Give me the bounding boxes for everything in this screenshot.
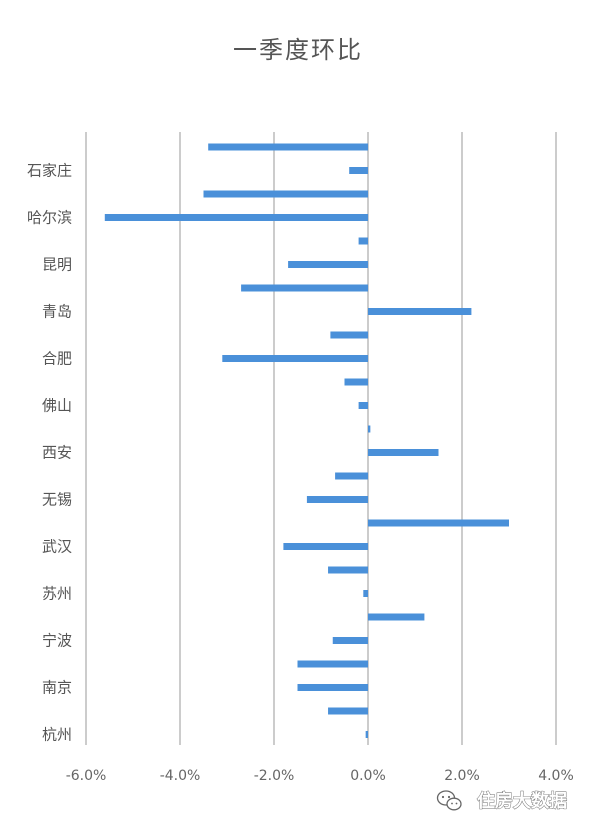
bar xyxy=(208,143,368,151)
bar xyxy=(344,378,368,386)
category-label: 石家庄 xyxy=(27,162,72,180)
x-tick-labels: -6.0% -4.0% -2.0% 0.0% 2.0% 4.0% xyxy=(66,768,574,784)
bar xyxy=(283,543,368,550)
x-tick-label: 2.0% xyxy=(444,768,480,784)
bar xyxy=(368,613,425,621)
bar xyxy=(288,261,368,268)
bar xyxy=(368,425,371,433)
bar xyxy=(368,519,509,527)
category-label: 苏州 xyxy=(42,585,72,603)
bar xyxy=(349,167,368,174)
bar xyxy=(368,449,439,456)
category-label: 西安 xyxy=(42,444,72,462)
bar xyxy=(365,731,368,738)
category-label: 无锡 xyxy=(42,491,72,509)
category-label: 杭州 xyxy=(42,726,72,744)
bar xyxy=(328,707,368,715)
category-label: 南京 xyxy=(42,679,72,697)
gridlines xyxy=(85,132,557,745)
x-tick-label: -4.0% xyxy=(160,768,201,784)
x-tick-label: -2.0% xyxy=(254,768,295,784)
bar xyxy=(104,214,369,221)
bar xyxy=(330,331,368,339)
wechat-icon xyxy=(436,790,462,811)
bar xyxy=(306,496,368,503)
category-label: 青岛 xyxy=(42,303,72,321)
bar xyxy=(358,402,368,409)
x-tick-label: 4.0% xyxy=(538,768,574,784)
category-label: 合肥 xyxy=(42,350,72,368)
category-label: 昆明 xyxy=(42,256,72,274)
bar xyxy=(297,660,368,668)
bar xyxy=(368,308,472,315)
bar xyxy=(335,472,368,480)
bar xyxy=(328,566,368,574)
bar xyxy=(358,237,368,245)
bar xyxy=(241,284,368,292)
bar xyxy=(363,590,368,597)
bar xyxy=(332,637,368,644)
x-tick-label: 0.0% xyxy=(350,768,386,784)
chart-title: 一季度环比 xyxy=(233,36,363,64)
category-label: 哈尔滨 xyxy=(27,209,72,227)
bar xyxy=(222,355,368,362)
category-label: 武汉 xyxy=(42,538,72,556)
x-tick-label: -6.0% xyxy=(66,768,107,784)
bar xyxy=(203,190,368,198)
category-label: 佛山 xyxy=(42,397,72,415)
category-label: 宁波 xyxy=(42,632,72,650)
watermark: 住房大数据 xyxy=(436,790,567,812)
watermark-text: 住房大数据 xyxy=(477,790,567,812)
bars xyxy=(104,143,509,738)
bar xyxy=(297,684,368,691)
